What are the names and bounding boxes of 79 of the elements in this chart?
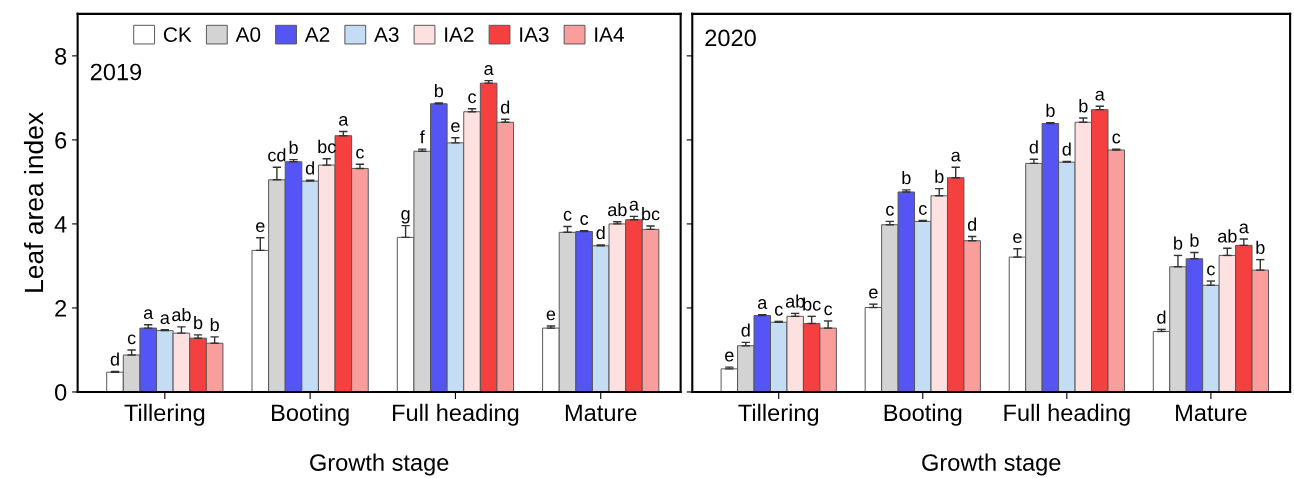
data-label: ab bbox=[608, 202, 627, 217]
y-tick-label: 2 bbox=[55, 300, 67, 317]
x-tick-label: Tillering bbox=[124, 403, 205, 426]
data-label: c bbox=[580, 215, 589, 225]
data-label: e bbox=[725, 351, 734, 362]
data-label: a bbox=[1095, 90, 1105, 101]
legend-label: A0 bbox=[235, 27, 261, 42]
data-label: ab bbox=[785, 294, 805, 308]
data-label: d bbox=[1062, 142, 1071, 156]
data-label: b bbox=[1046, 103, 1055, 117]
data-label: b bbox=[1190, 233, 1199, 247]
data-label: d bbox=[110, 352, 119, 366]
data-label: c bbox=[1207, 265, 1215, 276]
data-label: c bbox=[919, 204, 927, 215]
data-label: b bbox=[434, 83, 444, 98]
x-tick-label: Tillering bbox=[738, 403, 819, 426]
data-label: a bbox=[758, 299, 768, 309]
annotation: 2019 bbox=[90, 63, 142, 81]
x-tick-label: Booting bbox=[272, 403, 349, 426]
x-tick-label: Full heading bbox=[393, 403, 519, 426]
data-label: g bbox=[401, 210, 410, 224]
data-label: e bbox=[1013, 233, 1022, 244]
data-label: b bbox=[1256, 240, 1265, 254]
data-label: b bbox=[289, 140, 298, 154]
data-label: c bbox=[1112, 133, 1121, 144]
y-tick-label: 0 bbox=[55, 384, 67, 401]
y-tick-label: 4 bbox=[54, 216, 67, 233]
data-label: b bbox=[1174, 236, 1183, 250]
data-label: d bbox=[596, 225, 605, 240]
data-label: a bbox=[1239, 223, 1249, 234]
x-tick-label: Mature bbox=[1176, 404, 1247, 422]
data-label: a bbox=[160, 314, 170, 325]
legend-label: IA2 bbox=[445, 27, 474, 42]
data-label: c bbox=[824, 305, 833, 316]
data-label: ab bbox=[1218, 229, 1237, 243]
data-label: ab bbox=[172, 307, 191, 322]
data-label: d bbox=[967, 217, 977, 231]
data-label: a bbox=[143, 309, 154, 320]
data-label: d bbox=[1157, 310, 1166, 324]
y-tick-label: 8 bbox=[55, 47, 67, 65]
data-label: e bbox=[256, 222, 265, 233]
legend-label: IA4 bbox=[595, 27, 624, 42]
data-label: f bbox=[419, 130, 425, 144]
x-tick-label: Booting bbox=[884, 403, 962, 426]
data-label: e bbox=[451, 122, 460, 133]
data-label: b bbox=[935, 169, 944, 183]
x-tick-label: Mature bbox=[565, 404, 637, 422]
data-label: b bbox=[902, 170, 911, 185]
x-axis-title: Growth stage bbox=[310, 453, 449, 476]
data-label: a bbox=[951, 151, 961, 162]
data-label: a bbox=[629, 200, 639, 211]
data-label: e bbox=[869, 288, 878, 299]
data-label: c bbox=[356, 148, 364, 159]
data-label: a bbox=[339, 115, 349, 126]
y-tick-label: 6 bbox=[55, 131, 67, 149]
data-label: c bbox=[468, 93, 477, 104]
legend-label: A3 bbox=[374, 27, 399, 42]
data-label: c bbox=[563, 210, 572, 221]
data-label: bc bbox=[642, 207, 660, 221]
data-label: a bbox=[484, 65, 494, 75]
legend-label: A2 bbox=[304, 27, 330, 42]
legend-label: CK bbox=[163, 27, 192, 42]
x-tick-label: Full heading bbox=[1004, 403, 1130, 426]
data-label: c bbox=[127, 334, 136, 345]
data-label: d bbox=[305, 161, 314, 175]
data-label: c bbox=[886, 205, 894, 216]
data-label: cd bbox=[268, 148, 286, 162]
data-label: d bbox=[500, 100, 510, 114]
annotation: 2020 bbox=[705, 29, 756, 47]
data-label: e bbox=[546, 310, 556, 321]
data-label: c bbox=[774, 305, 783, 316]
data-label: d bbox=[741, 323, 750, 337]
data-label: b bbox=[1079, 99, 1088, 113]
y-axis-title: Leaf area index bbox=[23, 112, 44, 292]
legend-label: IA3 bbox=[520, 27, 549, 42]
x-axis-title: Growth stage bbox=[922, 453, 1061, 476]
data-label: d bbox=[1029, 140, 1038, 154]
data-label: b bbox=[194, 315, 203, 330]
data-label: b bbox=[210, 317, 219, 332]
